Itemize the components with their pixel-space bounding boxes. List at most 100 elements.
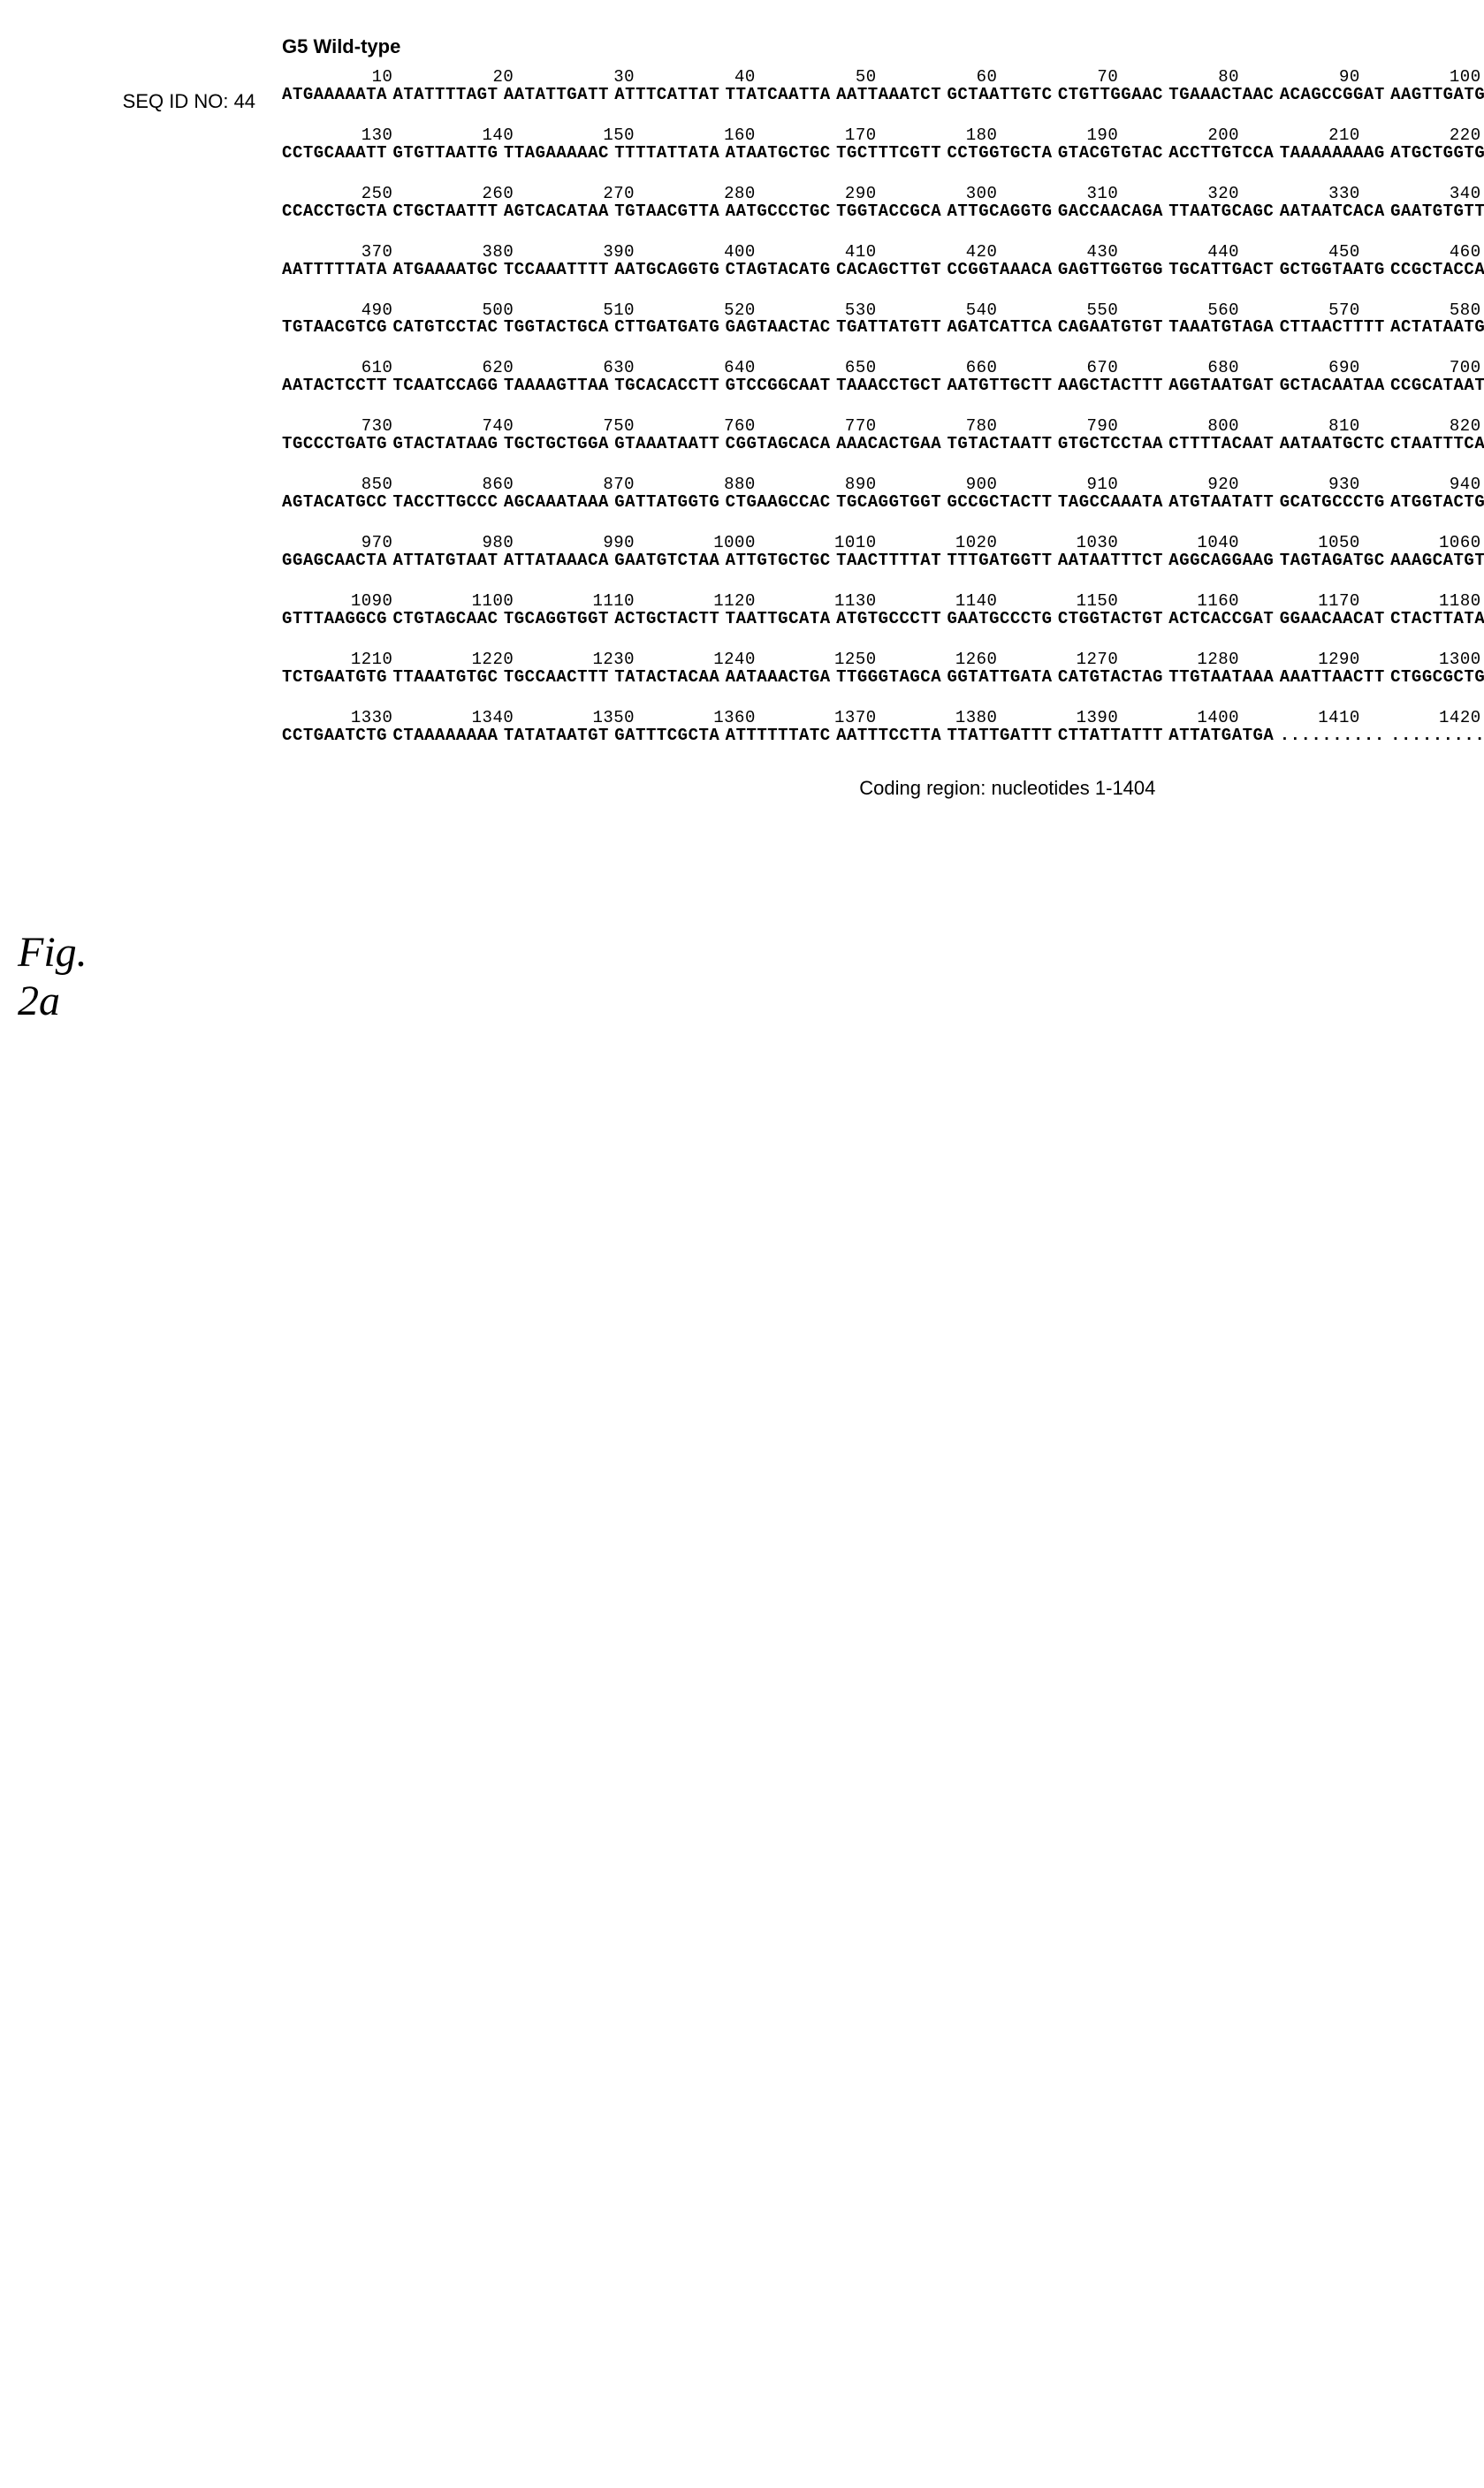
sequence-chunk: GTACGTGTAC: [1058, 145, 1168, 163]
sequence-line: GTTTAAGGCGCTGTAGCAACTGCAGGTGGTACTGCTACTT…: [282, 611, 1484, 628]
sequence-chunk: ..........: [1390, 727, 1484, 745]
position-number: 1140: [887, 593, 1008, 611]
position-number: 900: [887, 476, 1008, 494]
position-number: 1290: [1249, 651, 1370, 669]
sequence-chunk: GTGTTAATTG: [392, 145, 503, 163]
sequence-chunk: CTGGCGCTGA: [1390, 669, 1484, 687]
position-number: 330: [1249, 186, 1370, 203]
position-number: 1170: [1249, 593, 1370, 611]
position-number-line: 102030405060708090100110120: [282, 69, 1484, 87]
position-number: 130: [282, 127, 403, 145]
sequence-chunk: TCTGAATGTG: [282, 669, 392, 687]
sequence-chunk: CAGAATGTGT: [1058, 319, 1168, 337]
sequence-chunk: ACAGCCGGAT: [1280, 87, 1390, 104]
sequence-chunk: CTTAACTTTT: [1280, 319, 1390, 337]
position-number: 770: [765, 418, 887, 436]
sequence-chunk: GCTAATTGTC: [947, 87, 1057, 104]
position-number: 500: [403, 302, 524, 320]
position-number: 180: [887, 127, 1008, 145]
sequence-chunk: CTTTTACAAT: [1168, 436, 1279, 453]
sequence-row: 9709809901000101010201030104010501060107…: [282, 535, 1484, 570]
sequence-chunk: TGTAACGTCG: [282, 319, 392, 337]
position-number: 1060: [1370, 535, 1484, 552]
sequence-chunk: CACAGCTTGT: [836, 262, 947, 279]
sequence-chunk: ATTATGTAAT: [392, 552, 503, 570]
position-number: 250: [282, 186, 403, 203]
sequence-chunk: AGTCACATAA: [504, 203, 614, 221]
position-number: 60: [887, 69, 1008, 87]
position-number: 1110: [524, 593, 645, 611]
position-number: 970: [282, 535, 403, 552]
sequence-chunk: CTAAAAAAAA: [392, 727, 503, 745]
sequence-chunk: TTAGAAAAAC: [504, 145, 614, 163]
position-number: 570: [1249, 302, 1370, 320]
sequence-chunk: TGCCAACTTT: [504, 669, 614, 687]
position-number: 1330: [282, 710, 403, 727]
sequence-chunk: GAGTAACTAC: [726, 319, 836, 337]
position-number-line: 130140150160170180190200210220230240: [282, 127, 1484, 145]
sequence-line: TCTGAATGTGTTAAATGTGCTGCCAACTTTTATACTACAA…: [282, 669, 1484, 687]
position-number: 1020: [887, 535, 1008, 552]
sequence-chunk: ATGAAAAATA: [282, 87, 392, 104]
sequence-chunk: CCTGCAAATT: [282, 145, 392, 163]
sequence-chunk: AAGCTACTTT: [1058, 377, 1168, 395]
position-number: 750: [524, 418, 645, 436]
position-number: 990: [524, 535, 645, 552]
sequence-chunk: ATATTTTAGT: [392, 87, 503, 104]
position-number-line: 1330134013501360137013801390140014101420…: [282, 710, 1484, 727]
position-number: 1360: [644, 710, 765, 727]
sequence-chunk: AATTTTTATA: [282, 262, 392, 279]
sequence-chunk: GTCCGGCAAT: [726, 377, 836, 395]
sequence-chunk: TAACTTTTAT: [836, 552, 947, 570]
position-number: 1370: [765, 710, 887, 727]
position-number: 1160: [1129, 593, 1250, 611]
sequence-chunk: AATTAAATCT: [836, 87, 947, 104]
sequence-chunk: TCAATCCAGG: [392, 377, 503, 395]
content-column: SEQ ID NO: 44 G5 Wild-type 1020304050607…: [123, 35, 1484, 800]
sequence-chunk: CCGGTAAACA: [947, 262, 1057, 279]
position-number: 730: [282, 418, 403, 436]
sequence-chunk: AATAATGCTC: [1280, 436, 1390, 453]
sequence-chunk: TAATTGCATA: [726, 611, 836, 628]
position-number: 410: [765, 244, 887, 262]
position-number-line: 1090110011101120113011401150116011701180…: [282, 593, 1484, 611]
position-number: 1120: [644, 593, 765, 611]
position-number: 1010: [765, 535, 887, 552]
sequence-chunk: CTAATTTCAA: [1390, 436, 1484, 453]
position-number-line: 730740750760770780790800810820830840: [282, 418, 1484, 436]
sequence-chunk: GACCAACAGA: [1058, 203, 1168, 221]
sequence-chunk: CTTATTATTT: [1058, 727, 1168, 745]
sequence-chunk: TTATTGATTT: [947, 727, 1057, 745]
position-number: 1090: [282, 593, 403, 611]
sequence-chunk: GAATGCCCTG: [947, 611, 1057, 628]
position-number: 160: [644, 127, 765, 145]
sequence-row: 730740750760770780790800810820830840TGCC…: [282, 418, 1484, 453]
position-number: 850: [282, 476, 403, 494]
sequence-chunk: GTGCTCCTAA: [1058, 436, 1168, 453]
position-number-line: 490500510520530540550560570580590600: [282, 302, 1484, 320]
sequence-chunk: TGCAGGTGGT: [836, 494, 947, 512]
sequence-chunk: TTGGGTAGCA: [836, 669, 947, 687]
position-number: 760: [644, 418, 765, 436]
sequence-chunk: TTTGATGGTT: [947, 552, 1057, 570]
sequence-chunk: ATTATAAACA: [504, 552, 614, 570]
sequence-chunk: CTGCTAATTT: [392, 203, 503, 221]
sequence-chunk: TGAAACTAAC: [1168, 87, 1279, 104]
sequence-chunk: CATGTCCTAC: [392, 319, 503, 337]
sequence-chunk: AATAAACTGA: [726, 669, 836, 687]
sequence-chunk: AATACTCCTT: [282, 377, 392, 395]
position-number: 1420: [1370, 710, 1484, 727]
sequence-chunk: TGATTATGTT: [836, 319, 947, 337]
position-number: 1050: [1249, 535, 1370, 552]
sequence-chunk: TAAAAAAAAG: [1280, 145, 1390, 163]
position-number: 800: [1129, 418, 1250, 436]
sequence-chunk: AATAATTTCT: [1058, 552, 1168, 570]
position-number: 420: [887, 244, 1008, 262]
position-number: 300: [887, 186, 1008, 203]
sequence-line: AGTACATGCCTACCTTGCCCAGCAAATAAAGATTATGGTG…: [282, 494, 1484, 512]
position-number: 80: [1129, 69, 1250, 87]
sequence-chunk: TGCCCTGATG: [282, 436, 392, 453]
position-number: 510: [524, 302, 645, 320]
sequence-chunk: GCATGCCCTG: [1280, 494, 1390, 512]
position-number: 170: [765, 127, 887, 145]
